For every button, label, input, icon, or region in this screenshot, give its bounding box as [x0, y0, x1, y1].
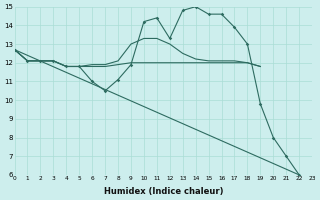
X-axis label: Humidex (Indice chaleur): Humidex (Indice chaleur) — [104, 187, 223, 196]
